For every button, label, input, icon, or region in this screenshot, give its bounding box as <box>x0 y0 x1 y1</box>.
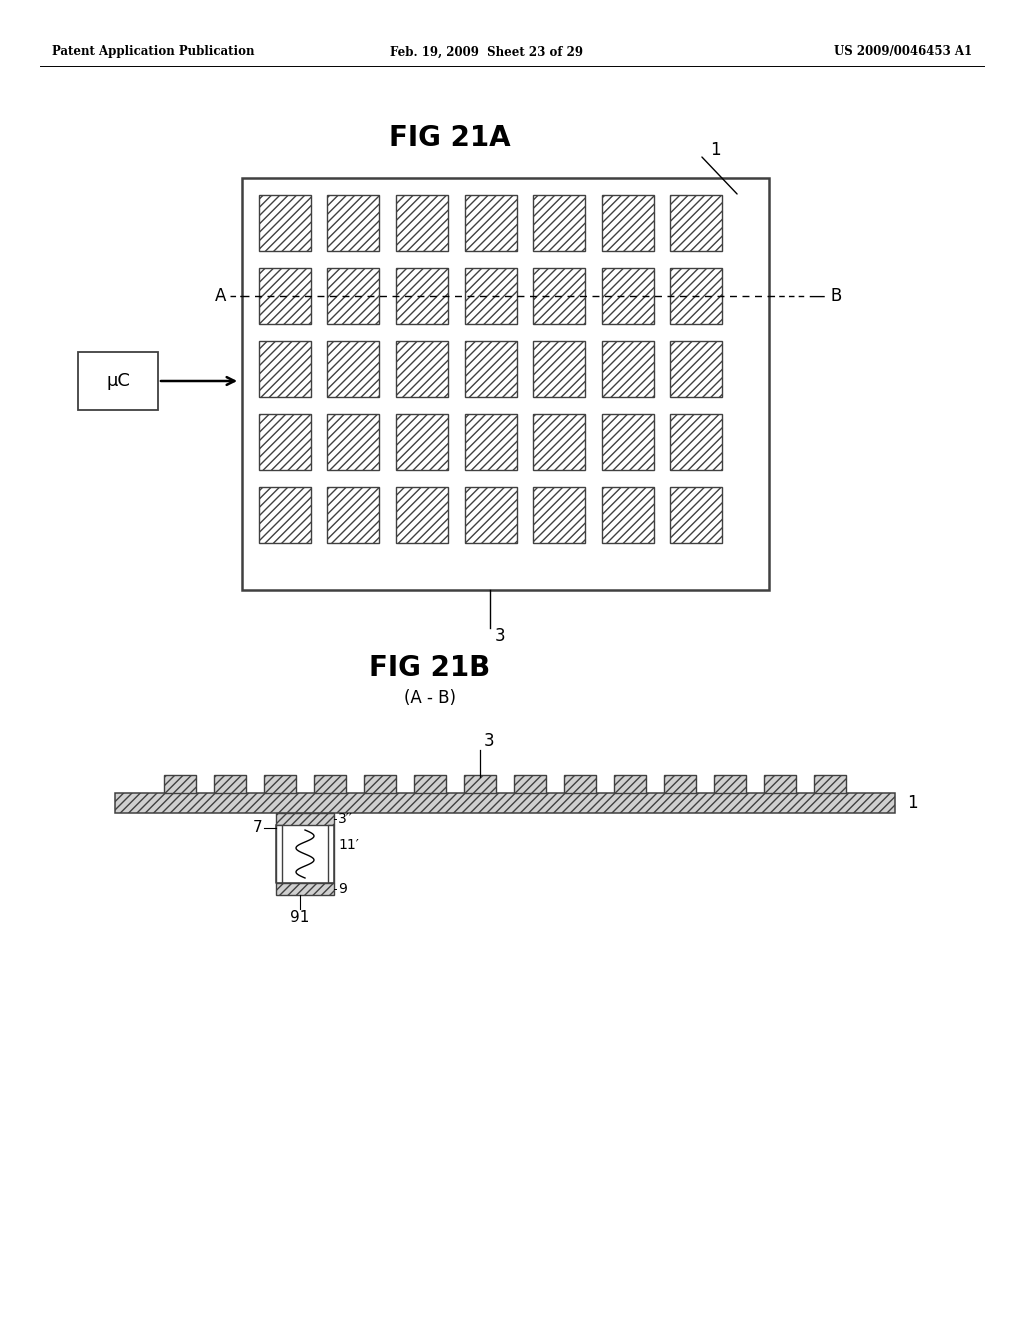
Bar <box>276 825 282 883</box>
Text: μC: μC <box>106 372 130 389</box>
Bar <box>534 487 585 543</box>
Bar <box>259 268 310 323</box>
Bar <box>396 268 447 323</box>
Bar <box>214 775 246 793</box>
Bar <box>764 775 796 793</box>
Text: 11′: 11′ <box>338 838 358 853</box>
Bar <box>614 775 646 793</box>
Bar <box>396 341 447 397</box>
Bar <box>328 195 379 251</box>
Bar <box>276 883 334 895</box>
Bar <box>602 487 653 543</box>
Bar <box>259 341 310 397</box>
Bar <box>602 195 653 251</box>
Text: 9: 9 <box>338 882 347 896</box>
Bar <box>259 414 310 470</box>
Bar <box>564 775 596 793</box>
Text: 91: 91 <box>291 909 309 924</box>
Bar <box>465 414 516 470</box>
Bar <box>814 775 846 793</box>
Text: 3: 3 <box>495 627 506 645</box>
Bar <box>314 775 346 793</box>
Text: A: A <box>215 286 226 305</box>
Bar <box>671 414 722 470</box>
Text: — B: — B <box>809 286 843 305</box>
Bar <box>534 268 585 323</box>
Bar <box>534 341 585 397</box>
Bar <box>259 487 310 543</box>
Bar <box>78 352 158 411</box>
Bar <box>671 268 722 323</box>
Text: 1: 1 <box>710 141 721 158</box>
Text: FIG 21B: FIG 21B <box>370 653 490 682</box>
Bar <box>671 341 722 397</box>
Bar <box>465 195 516 251</box>
Bar <box>259 195 310 251</box>
Bar <box>396 414 447 470</box>
Bar <box>364 775 396 793</box>
Bar <box>328 487 379 543</box>
Bar <box>328 341 379 397</box>
Bar <box>115 793 895 813</box>
Text: 3′′: 3′′ <box>338 812 353 826</box>
Bar <box>164 775 196 793</box>
Text: 1: 1 <box>907 795 918 812</box>
Bar <box>664 775 696 793</box>
Bar <box>414 775 446 793</box>
Bar <box>328 268 379 323</box>
Bar <box>514 775 546 793</box>
Bar <box>465 487 516 543</box>
Bar <box>396 195 447 251</box>
Bar <box>328 825 334 883</box>
Bar <box>465 268 516 323</box>
Bar <box>464 775 496 793</box>
Bar <box>242 178 769 590</box>
Bar <box>602 268 653 323</box>
Text: 3: 3 <box>484 733 495 750</box>
Text: FIG 21A: FIG 21A <box>389 124 511 152</box>
Bar <box>396 487 447 543</box>
Text: Feb. 19, 2009  Sheet 23 of 29: Feb. 19, 2009 Sheet 23 of 29 <box>390 45 583 58</box>
Bar <box>671 195 722 251</box>
Bar <box>328 414 379 470</box>
Bar <box>602 341 653 397</box>
Text: US 2009/0046453 A1: US 2009/0046453 A1 <box>834 45 972 58</box>
Bar <box>714 775 746 793</box>
Bar <box>276 813 334 825</box>
Bar <box>602 414 653 470</box>
Text: 7: 7 <box>252 821 262 836</box>
Bar <box>534 195 585 251</box>
Text: Patent Application Publication: Patent Application Publication <box>52 45 255 58</box>
Bar <box>465 341 516 397</box>
Bar <box>534 414 585 470</box>
Text: (A - B): (A - B) <box>404 689 456 708</box>
Bar <box>264 775 296 793</box>
Bar <box>671 487 722 543</box>
